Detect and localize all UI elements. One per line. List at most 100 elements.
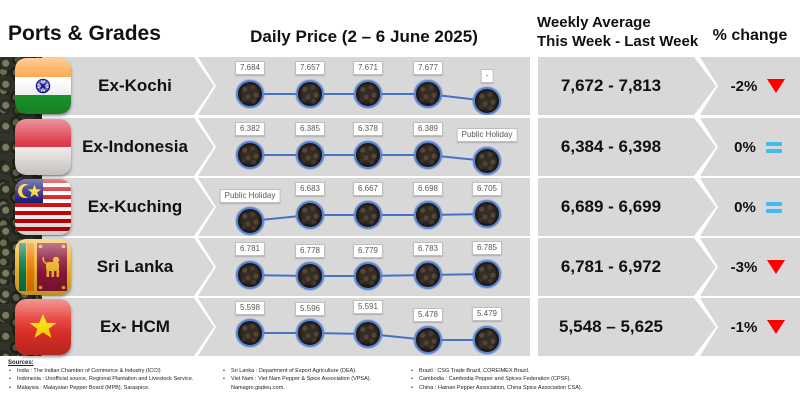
peppercorn-data-point xyxy=(354,320,382,348)
port-name: Ex-Kochi xyxy=(98,76,172,95)
point-label: 6.778 xyxy=(294,244,326,258)
peppercorn-data-point xyxy=(354,262,382,290)
point-label: 7.684 xyxy=(234,61,266,75)
header-weekly-average: Weekly Average This Week - Last Week xyxy=(537,13,698,51)
point-label: 6.382 xyxy=(234,122,266,136)
source-item: Sri Lanka : Department of Export Agricul… xyxy=(222,367,404,376)
weekly-average-band: 6,689 - 6,699 xyxy=(538,178,716,236)
peppercorn-data-point xyxy=(414,80,442,108)
weekly-average-value: 5,548 – 5,625 xyxy=(559,317,663,336)
peppercorn-data-point xyxy=(354,201,382,229)
daily-price-band: Public Holiday 6.683 6.667 6.698 6.705 xyxy=(198,178,530,236)
peppercorn-data-point xyxy=(296,80,324,108)
point-label: 5.598 xyxy=(234,301,266,315)
port-name: Ex-Indonesia xyxy=(82,137,188,156)
india-flag xyxy=(15,58,71,114)
header-weekly-line2: This Week - Last Week xyxy=(537,33,699,51)
peppercorn-data-point xyxy=(414,141,442,169)
point-label: 5.478 xyxy=(412,308,444,322)
point-label: Public Holiday xyxy=(219,189,281,203)
weekly-average-value: 7,672 - 7,813 xyxy=(560,76,662,95)
point-label: 6.705 xyxy=(471,182,503,196)
peppercorn-data-point xyxy=(236,261,264,289)
peppercorn-data-point xyxy=(473,260,501,288)
indonesia-flag xyxy=(15,119,71,175)
peppercorn-data-point xyxy=(414,201,442,229)
source-item: India : The Indian Chamber of Commerce &… xyxy=(8,367,210,376)
source-item: Malaysia : Malaysian Pepper Board (MPB),… xyxy=(8,384,210,393)
port-name: Ex- HCM xyxy=(100,317,170,336)
sources-heading: Sources: xyxy=(8,360,34,366)
peppercorn-data-point xyxy=(236,80,264,108)
percent-change-value: 0% xyxy=(734,198,756,216)
change-indicator-icon xyxy=(765,141,782,153)
weekly-average-value: 6,384 - 6,398 xyxy=(560,137,662,156)
peppercorn-data-point xyxy=(473,147,501,175)
port-name: Ex-Kuching xyxy=(87,197,183,216)
weekly-average-band: 7,672 - 7,813 xyxy=(538,57,716,115)
source-item: Cambodia : Cambodia Pepper and Spices Fe… xyxy=(410,375,650,384)
sources-column-1: India : The Indian Chamber of Commerce &… xyxy=(8,367,210,392)
sources-column-3: Brazil : CSG Trade Brazil, COREIMEX Braz… xyxy=(410,367,650,392)
point-label: 5.596 xyxy=(294,302,326,316)
point-label: 6.389 xyxy=(412,122,444,136)
point-label: 6.783 xyxy=(412,242,444,256)
peppercorn-data-point xyxy=(296,201,324,229)
point-label: 6.683 xyxy=(294,182,326,196)
point-label: 5.591 xyxy=(352,300,384,314)
peppercorn-data-point xyxy=(236,207,264,235)
peppercorn-data-point xyxy=(354,141,382,169)
point-label: 6.781 xyxy=(234,242,266,256)
peppercorn-data-point xyxy=(414,326,442,354)
weekly-average-band: 5,548 – 5,625 xyxy=(538,298,716,356)
peppercorn-data-point xyxy=(354,80,382,108)
point-label: 6.698 xyxy=(412,182,444,196)
sources-column-2: Sri Lanka : Department of Export Agricul… xyxy=(222,367,404,392)
percent-change-value: -1% xyxy=(730,318,758,336)
percent-change-value: -2% xyxy=(730,77,758,95)
percent-change-value: -3% xyxy=(730,258,758,276)
change-indicator-icon xyxy=(767,79,786,93)
point-label: 6.667 xyxy=(352,182,384,196)
weekly-average-value: 6,781 - 6,972 xyxy=(560,257,662,276)
peppercorn-data-point xyxy=(236,141,264,169)
row-ex-indonesia: Ex-Indonesia 6.382 6.385 6.378 6.389 Pub… xyxy=(0,118,800,176)
daily-price-band: 7.684 7.657 7.671 7.677 - xyxy=(198,57,530,115)
sri-lanka-flag xyxy=(15,239,71,295)
point-label: 7.657 xyxy=(294,61,326,75)
peppercorn-data-point xyxy=(473,87,501,115)
source-item: China : Hainan Pepper Association, China… xyxy=(410,384,650,393)
peppercorn-data-point xyxy=(296,319,324,347)
change-indicator-icon xyxy=(765,201,782,213)
peppercorn-data-point xyxy=(296,262,324,290)
row-ex-kochi: Ex-Kochi 7.684 7.657 7.671 7.677 - 7,672… xyxy=(0,57,800,115)
row-sri-lanka: Sri Lanka 6.781 6.778 6.779 6.783 6.785 … xyxy=(0,238,800,296)
header-ports-grades: Ports & Grades xyxy=(8,22,161,45)
weekly-average-band: 6,781 - 6,972 xyxy=(538,238,716,296)
header-weekly-line1: Weekly Average xyxy=(537,14,651,31)
change-indicator-icon xyxy=(767,320,786,334)
peppercorn-data-point xyxy=(296,141,324,169)
daily-price-band: 5.598 5.596 5.591 5.478 5.479 xyxy=(198,298,530,356)
header-daily-price: Daily Price (2 – 6 June 2025) xyxy=(250,27,478,46)
source-item: Brazil : CSG Trade Brazil, COREIMEX Braz… xyxy=(410,367,650,376)
peppercorn-data-point xyxy=(236,319,264,347)
point-label: 6.779 xyxy=(352,244,384,258)
daily-price-band: 6.781 6.778 6.779 6.783 6.785 xyxy=(198,238,530,296)
percent-change-value: 0% xyxy=(734,138,756,156)
row-ex-hcm: Ex- HCM 5.598 5.596 5.591 5.478 5.479 5,… xyxy=(0,298,800,356)
peppercorn-data-point xyxy=(473,200,501,228)
point-label: 5.479 xyxy=(471,307,503,321)
weekly-average-value: 6,689 - 6,699 xyxy=(560,197,662,216)
point-label: - xyxy=(480,69,494,83)
peppercorn-data-point xyxy=(473,326,501,354)
port-name: Sri Lanka xyxy=(96,257,174,276)
source-item: Viet Nam : Viet Nam Pepper & Spice Assoc… xyxy=(222,375,404,392)
malaysia-flag xyxy=(15,179,71,235)
header-percent-change: % change xyxy=(712,27,788,44)
point-label: Public Holiday xyxy=(456,128,518,142)
point-label: 7.677 xyxy=(412,61,444,75)
vietnam-flag xyxy=(15,299,71,355)
point-label: 6.785 xyxy=(471,241,503,255)
